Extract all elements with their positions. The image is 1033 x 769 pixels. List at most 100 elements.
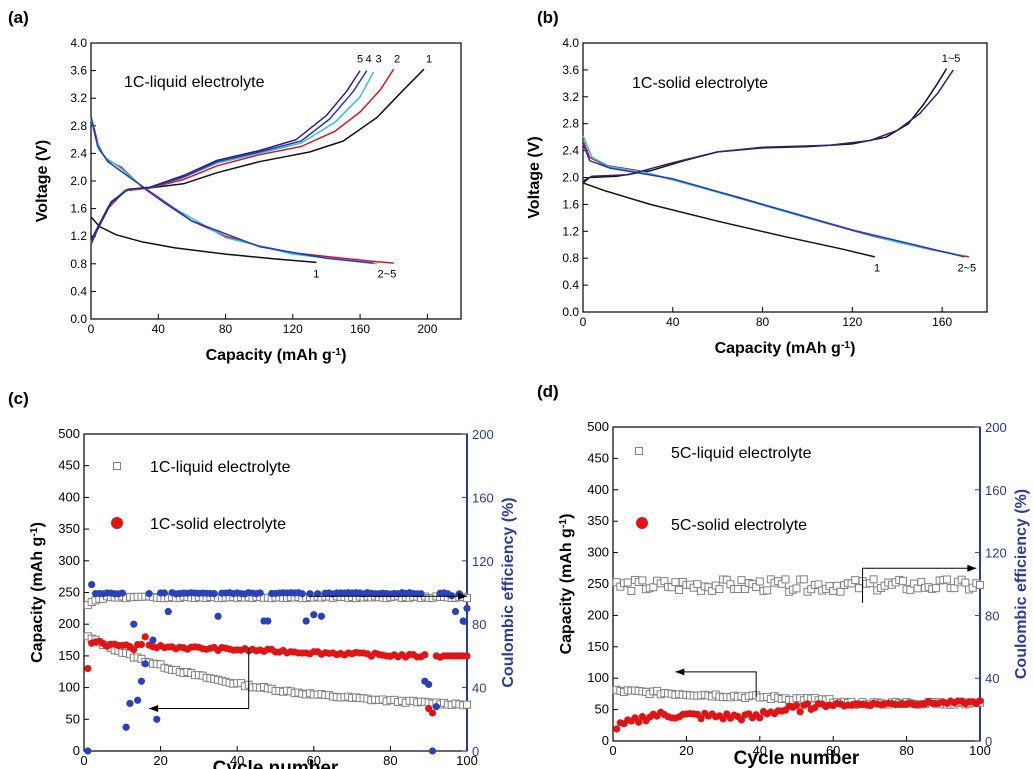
panel-c-xtick-label: 20 [153,753,167,768]
panel-b-xlabel: Capacity (mAh g-1) [715,340,856,358]
panel-c-label: (c) [8,389,29,408]
panel-d-arrow-head [675,668,685,676]
panel-b-xtick-label: 120 [842,315,862,329]
panel-d-ytick-right-label: 0 [985,734,992,749]
panel-d-label: (d) [537,382,559,401]
panel-b-curve-label: 1~5 [942,53,961,65]
panel-c-xtick-label: 100 [456,753,478,768]
panel-c-legend-label: 1C-solid electrolyte [150,516,286,533]
panel-d-ytick-right-label: 200 [985,420,1007,435]
panel-c-ytick-label: 200 [58,616,80,631]
panel-b-xtick-label: 0 [580,315,587,329]
panel-d-xtick-label: 100 [969,743,991,758]
panel-d-ytick-label: 350 [587,513,609,528]
panel-d-legend-dot [636,517,648,529]
panel-c-solid-capacity-point [137,640,146,649]
panel-b-xtick-label: 80 [756,315,770,329]
panel-d-solid-capacity-point [803,700,812,708]
panel-c-ytick-right-label: 200 [472,427,494,442]
panel-d-liquid-ce-point [763,586,772,595]
panel-a-ytick-label: 3.6 [70,64,87,78]
panel-d-liquid-ce-point [854,584,863,593]
panel-d-xtick-label: 40 [753,743,767,758]
panel-d-ytick-label: 450 [587,450,609,465]
panel-a-ytick-label: 4.0 [70,36,87,50]
panel-c-ytick-label: 150 [58,648,80,663]
panel-b-ytick-label: 0.4 [562,278,579,292]
panel-c-solid-ce-point [451,607,460,616]
panel-c-solid-ce-point [448,592,456,600]
panel-b-xtick-label: 160 [932,315,952,329]
panel-a-xtick-label: 160 [350,322,370,336]
panel-d-ytick-label: 300 [587,545,609,560]
panel-d-arrow [862,567,977,603]
panel-c-xtick-label: 0 [80,753,87,768]
panel-b-ytick-label: 2.8 [562,117,579,131]
panel-c-ylabel-right: Coulombic efficiency (%) [500,497,517,687]
panel-c-ytick-label: 300 [58,553,80,568]
panel-b-ytick-label: 2.0 [562,171,579,185]
panel-d-solid-capacity-point [756,714,764,722]
panel-d-ylabel-left: Capacity (mAh g-1) [558,514,576,655]
panel-c-solid-ce-point [310,611,318,619]
panel-a-curve-label: 5 [357,53,363,65]
panel-d-liquid-ce-point [627,587,636,596]
panel-d-liquid-ce-point [961,578,970,587]
panel-a-ylabel: Voltage (V) [34,140,51,222]
panel-d-xtick-label: 20 [679,743,693,758]
panel-d-ytick-right-label: 40 [985,671,999,686]
panel-c-solid-ce-point [137,677,146,685]
panel-c-solid-capacity-point [463,652,471,660]
panel-a-annotation: 1C-liquid electrolyte [124,74,265,91]
panel-d-liquid-ce-point [715,585,724,594]
panel-c-solid-ce-point [428,747,437,755]
panel-d-ytick-label: 150 [587,639,609,654]
panel-b-label: (b) [537,8,559,27]
panel-c-arrow [149,647,250,710]
panel-b-ytick-label: 3.6 [562,63,579,77]
panel-d-liquid-ce-point [733,585,742,594]
panel-a-ytick-label: 0.0 [70,312,87,326]
panel-a-series-line [90,216,317,264]
panel-c-ytick-right-label: 80 [472,617,486,632]
panel-a-xlabel: Capacity (mAh g-1) [206,347,347,365]
panel-c-ytick-label: 450 [58,458,80,473]
panel-c-ytick-right-label: 120 [472,554,494,569]
panel-b-ytick-label: 4.0 [562,36,579,50]
panel-c-solid-ce-point [122,723,130,731]
panel-c-solid-ce-point [210,590,218,598]
panel-d-liquid-ce-point [638,576,647,585]
panel-b-ytick-label: 1.2 [562,224,579,238]
panel-d-liquid-ce-point [649,583,658,592]
panel-c-solid-capacity-point [130,645,138,654]
panel-b-ytick-label: 0.0 [562,305,579,319]
panel-c-solid-capacity-point [428,709,437,717]
panel-a-series-line [90,70,361,241]
panel-c-arrow-head [149,705,159,713]
panel-c-solid-ce-point [432,703,440,711]
panel-c-legend-dot [111,517,123,529]
panel-d-solid-capacity-point [737,716,746,724]
panel-d-ytick-label: 50 [595,702,609,717]
panel-c-solid-ce-point [153,715,161,723]
panel-d-liquid-ce-point [950,584,959,593]
panel-b-series-line [582,182,875,258]
panel-a-ytick-label: 1.6 [70,202,87,216]
panel-d-xlabel: Cycle number [734,748,860,769]
panel-b-series-line [582,69,954,182]
panel-d-ytick-label: 250 [587,576,609,591]
panel-a-curve-label: 1 [313,269,319,281]
panel-a-ytick-label: 1.2 [70,229,87,243]
panel-c-ytick-label: 0 [73,743,80,758]
panel-c-solid-ce-point [306,590,314,598]
panel-a-curve-label: 3 [376,53,382,65]
panel-c-solid-ce-point [264,617,272,625]
panel-b-ytick-label: 1.6 [562,197,579,211]
panel-a-series-line [90,118,377,265]
panel-a-xtick-label: 40 [152,322,166,336]
panel-d-ytick-label: 100 [587,670,609,685]
panel-c-solid-ce-point [88,580,96,589]
panel-a-xtick-label: 80 [219,322,233,336]
panel-a-xtick-label: 200 [417,322,437,336]
panel-d-xtick-label: 60 [826,743,840,758]
